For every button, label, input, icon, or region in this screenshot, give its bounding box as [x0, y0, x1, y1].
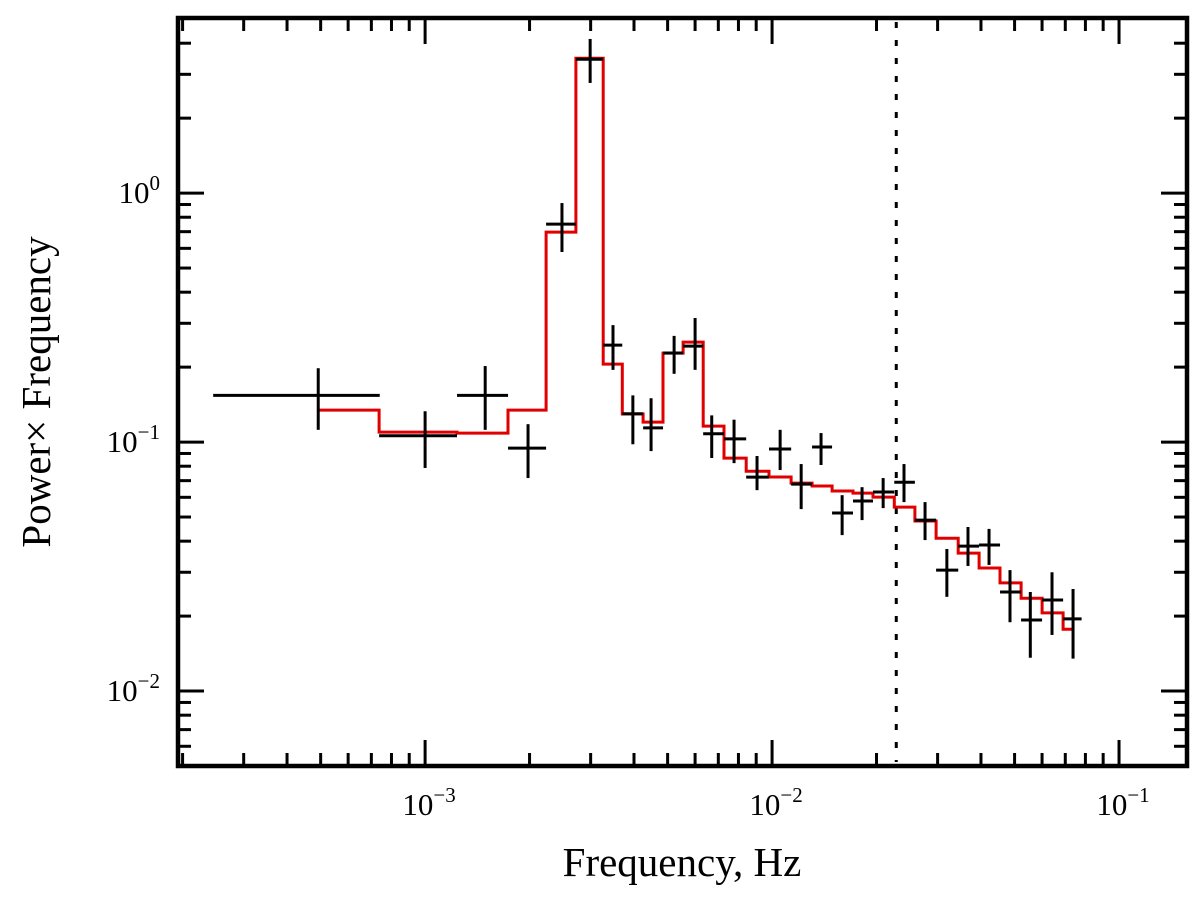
data-point — [979, 528, 1001, 565]
tick-label-base: 10 — [402, 787, 433, 822]
data-point — [622, 395, 644, 445]
tick-label-base: 10 — [1096, 787, 1127, 822]
tick-label-exponent: −1 — [1127, 783, 1149, 807]
x-tick-label: 10−2 — [749, 783, 802, 822]
data-point — [683, 318, 704, 370]
data-point — [769, 429, 792, 471]
data-point — [457, 366, 509, 430]
data-point — [1021, 591, 1043, 658]
x-tick-label: 10−1 — [1096, 783, 1149, 822]
tick-label-base: 10 — [119, 175, 150, 210]
data-point — [812, 433, 833, 465]
data-point — [575, 38, 604, 83]
data-point — [663, 335, 684, 374]
data-point — [546, 203, 576, 253]
axis-ticks — [178, 18, 1187, 766]
tick-label-base: 10 — [749, 787, 780, 822]
data-point — [1042, 572, 1064, 635]
plot-marks — [213, 22, 1082, 762]
data-point — [936, 549, 959, 597]
data-point — [958, 526, 980, 566]
tick-label-exponent: 0 — [150, 171, 161, 195]
data-point — [724, 419, 747, 464]
tick-label-exponent: −2 — [780, 783, 802, 807]
model-step-line — [318, 56, 1074, 631]
data-point — [379, 411, 458, 468]
x-axis-label: Frequency, Hz — [563, 839, 802, 885]
data-point — [508, 424, 547, 479]
data-point — [703, 415, 725, 459]
y-tick-label: 10−1 — [107, 420, 160, 459]
tick-label-base: 10 — [107, 424, 138, 459]
y-tick-label: 100 — [119, 171, 161, 210]
x-tick-label: 10−3 — [402, 783, 455, 822]
tick-label-base: 10 — [107, 673, 138, 708]
data-point — [791, 464, 813, 510]
data-point — [832, 495, 853, 536]
data-point — [603, 325, 623, 370]
data-point — [852, 487, 874, 521]
data-point — [746, 456, 770, 491]
data-point — [1063, 588, 1082, 659]
tick-label-exponent: −3 — [433, 783, 455, 807]
tick-label-exponent: −2 — [138, 669, 160, 693]
data-point — [643, 398, 664, 452]
y-tick-label: 10−2 — [107, 669, 160, 708]
data-point — [894, 464, 915, 503]
plot-frame — [175, 15, 1190, 769]
tick-label-exponent: −1 — [138, 420, 160, 444]
data-point — [873, 478, 895, 509]
y-axis-label: Power× Frequency — [13, 236, 59, 548]
data-point — [1000, 570, 1022, 623]
data-point — [213, 368, 380, 430]
data-point — [914, 502, 937, 541]
